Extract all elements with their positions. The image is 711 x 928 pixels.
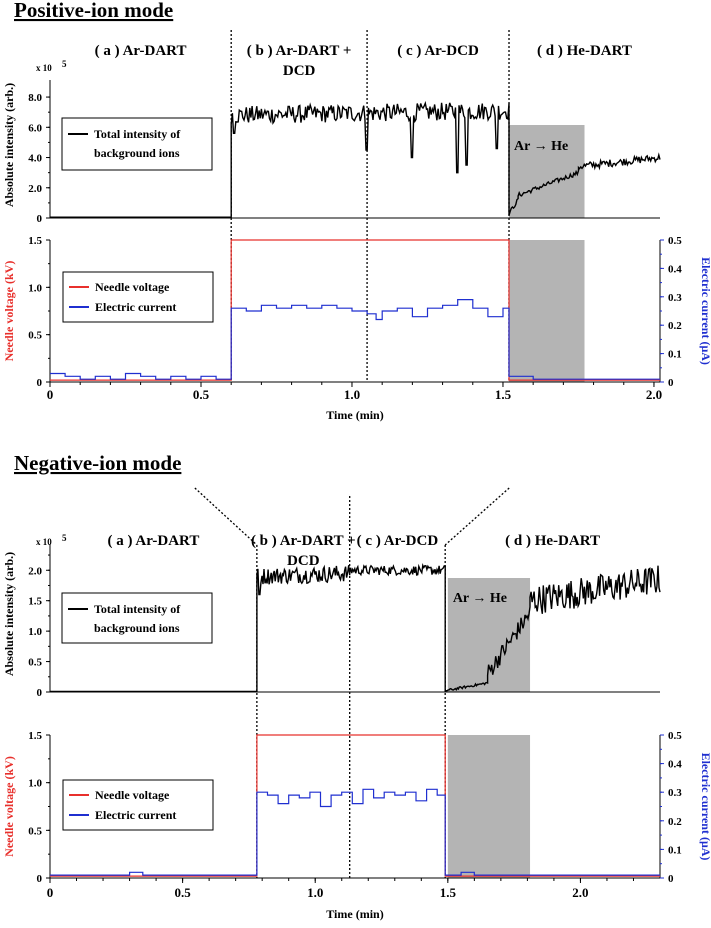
y-axis-label: Absolute intensity (arb.): [2, 552, 16, 676]
region-label: ( a ) Ar-DART: [108, 533, 200, 549]
y-multiplier: x 10: [36, 537, 52, 547]
transition-shade: [447, 735, 531, 878]
left-axis-label: Needle voltage (kV): [2, 261, 16, 362]
left-tick-label: 1.0: [28, 778, 42, 790]
x-tick-label: 0: [47, 885, 54, 900]
needle-voltage-line: [50, 239, 660, 381]
y-tick-label: 0.5: [28, 657, 42, 669]
region-label-line2: DCD: [287, 553, 320, 569]
right-tick-label: 0: [668, 873, 674, 885]
right-tick-label: 0.2: [668, 320, 682, 332]
left-tick-label: 1.5: [28, 730, 42, 742]
x-tick-label: 1.5: [495, 387, 512, 402]
right-axis-label: Electric current (μA): [699, 753, 711, 861]
x-tick-label: 0.5: [174, 885, 191, 900]
legend-voltage-label: Needle voltage: [95, 788, 170, 802]
y-tick-label: 1.5: [28, 596, 42, 608]
shade-annotation: Ar → He: [453, 591, 507, 606]
left-axis-label: Needle voltage (kV): [2, 756, 16, 857]
legend-current-label: Electric current: [95, 300, 176, 314]
legend-current-label: Electric current: [95, 808, 176, 822]
needle-voltage-line: [50, 734, 660, 877]
transition-shade: [509, 240, 585, 382]
intensity-series-line: [50, 100, 661, 218]
legend-box: [61, 592, 213, 644]
y-tick-label: 0: [37, 213, 43, 225]
region-label: ( b ) Ar-DART +: [251, 533, 356, 549]
legend-box: [62, 779, 214, 831]
legend-intensity-line1: Total intensity of: [94, 127, 181, 141]
x-tick-label: 1.0: [307, 885, 323, 900]
y-multiplier-exponent: 5: [62, 59, 67, 69]
legend-intensity-line1: Total intensity of: [94, 602, 181, 616]
legend-box: [61, 117, 213, 171]
right-tick-label: 0.5: [668, 235, 682, 247]
left-tick-label: 0: [37, 377, 43, 389]
region-boundary-angled: [194, 487, 258, 546]
region-label-line2: DCD: [283, 63, 316, 79]
right-tick-label: 0.3: [668, 787, 682, 799]
y-tick-label: 1.0: [28, 626, 42, 638]
x-tick-label: 0: [47, 387, 54, 402]
right-tick-label: 0: [668, 377, 674, 389]
electric-current-line: [50, 788, 660, 876]
right-tick-label: 0.5: [668, 730, 682, 742]
right-tick-label: 0.3: [668, 292, 682, 304]
region-label: ( b ) Ar-DART +: [247, 43, 352, 59]
right-axis-label: Electric current (μA): [699, 257, 711, 365]
shade-annotation: Ar → He: [514, 139, 568, 154]
y-tick-label: 0: [37, 687, 43, 699]
left-tick-label: 1.5: [28, 235, 42, 247]
left-tick-label: 1.0: [28, 282, 42, 294]
legend-voltage-label: Needle voltage: [95, 280, 170, 294]
region-label: ( c ) Ar-DCD: [357, 533, 439, 549]
right-tick-label: 0.2: [668, 816, 682, 828]
region-label: ( d ) He-DART: [537, 43, 632, 59]
y-tick-label: 4.0: [28, 153, 42, 165]
region-boundary-angled: [444, 487, 510, 546]
y-multiplier: x 10: [36, 63, 52, 73]
y-axis-label: Absolute intensity (arb.): [2, 83, 16, 207]
legend-intensity-line2: background ions: [94, 146, 180, 160]
legend-intensity-line2: background ions: [94, 621, 180, 635]
electric-current-line: [50, 299, 660, 380]
left-tick-label: 0.5: [28, 825, 42, 837]
y-tick-label: 2.0: [28, 565, 42, 577]
left-tick-label: 0.5: [28, 330, 42, 342]
x-tick-label: 1.0: [344, 387, 360, 402]
y-tick-label: 2.0: [28, 183, 42, 195]
right-tick-label: 0.1: [668, 844, 682, 856]
positive-intensity-panel: Positive-ion mode Ar → He 0 2.0 4.0 6.0 8.0 x 1…: [2, 0, 661, 382]
positive-voltage-current-panel: 0 0.5 1.0 1.5 0 0.1 0.2 0.3 0.4 0.5 0 0.5 1.0 1.5 2.0 T…: [2, 235, 711, 422]
x-tick-label: 1.5: [440, 885, 457, 900]
y-tick-label: 6.0: [28, 122, 42, 134]
mode-title: Positive-ion mode: [14, 0, 173, 22]
region-label: ( c ) Ar-DCD: [397, 43, 479, 59]
intensity-series-line: [50, 562, 661, 693]
x-tick-label: 2.0: [646, 387, 662, 402]
x-tick-label: 2.0: [572, 885, 588, 900]
right-tick-label: 0.1: [668, 349, 682, 361]
y-tick-label: 8.0: [28, 92, 42, 104]
y-multiplier-exponent: 5: [62, 533, 67, 543]
region-label: ( a ) Ar-DART: [95, 43, 187, 59]
left-tick-label: 0: [37, 873, 43, 885]
region-label: ( d ) He-DART: [505, 533, 600, 549]
x-axis-label: Time (min): [326, 408, 383, 422]
right-tick-label: 0.4: [668, 263, 682, 275]
legend-box: [62, 271, 214, 323]
right-tick-label: 0.4: [668, 759, 682, 771]
negative-voltage-current-panel: 0 0.5 1.0 1.5 0 0.1 0.2 0.3 0.4 0.5 0 0.5 1.0 1.5 2.0 T…: [2, 730, 711, 921]
mode-title: Negative-ion mode: [14, 451, 181, 475]
x-tick-label: 0.5: [193, 387, 210, 402]
transition-shade: [509, 125, 585, 218]
x-axis-label: Time (min): [326, 907, 383, 921]
